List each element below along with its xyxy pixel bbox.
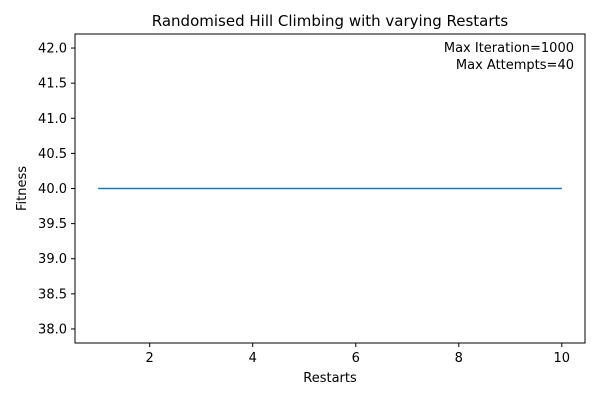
y-tick-label: 40.0 <box>38 182 67 197</box>
y-axis-label: Fitness <box>15 166 30 211</box>
y-axis: 38.0 38.5 39.0 39.5 40.0 40.5 41.0 41.5 42.0 <box>38 42 75 337</box>
y-tick-label: 41.0 <box>38 112 67 127</box>
chart-title: Randomised Hill Climbing with varying Re… <box>152 12 509 30</box>
y-tick-label: 38.0 <box>38 322 67 337</box>
y-tick-label: 39.0 <box>38 252 67 267</box>
plot-area: 2 4 6 8 10 38.0 38.5 39.0 39.5 40.0 40.5 41.0 41.5 4… <box>38 33 586 366</box>
y-tick-label: 39.5 <box>38 217 67 232</box>
x-tick-label: 4 <box>249 351 257 366</box>
y-tick-label: 42.0 <box>38 42 67 57</box>
x-axis: 2 4 6 8 10 <box>146 343 571 366</box>
x-axis-label: Restarts <box>303 371 357 386</box>
x-tick-label: 2 <box>146 351 154 366</box>
x-tick-label: 10 <box>554 351 571 366</box>
y-tick-label: 40.5 <box>38 147 67 162</box>
annotation-max-attempts: Max Attempts=40 <box>456 58 574 73</box>
x-tick-label: 8 <box>455 351 463 366</box>
x-tick-label: 6 <box>352 351 360 366</box>
annotation-max-iteration: Max Iteration=1000 <box>444 41 574 56</box>
y-tick-label: 41.5 <box>38 77 67 92</box>
y-tick-label: 38.5 <box>38 287 67 302</box>
